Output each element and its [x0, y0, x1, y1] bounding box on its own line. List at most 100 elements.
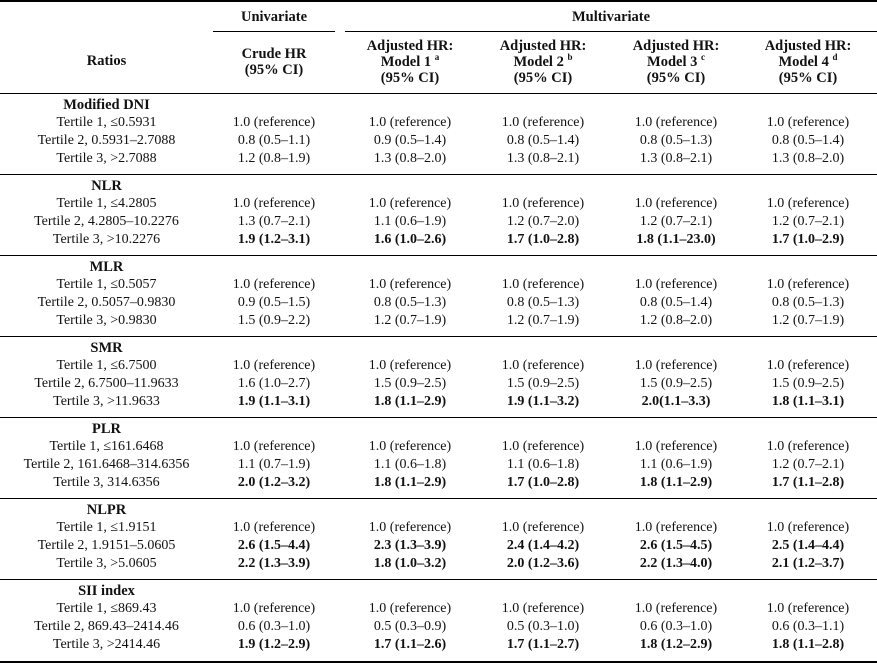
hr-value: 1.0 (reference) [232, 601, 316, 616]
row-label: Tertile 1, ≤6.7500 [56, 358, 157, 373]
hr-value: 1.8 (1.1–2.9) [373, 394, 447, 409]
hr-value: 0.8 (0.5–1.4) [771, 133, 845, 148]
hr-value: 1.0 (reference) [766, 601, 850, 616]
row-label: Tertile 1, ≤869.43 [56, 601, 157, 616]
hr-value: 2.0(1.1–3.3) [641, 394, 711, 409]
hr-value: 1.0 (reference) [501, 439, 585, 454]
footnote-marker: a [434, 52, 440, 63]
hr-value: 1.1 (0.6–1.8) [373, 457, 447, 472]
row-label: Tertile 2, 6.7500–11.9633 [34, 376, 179, 391]
hr-value: 0.9 (0.5–1.4) [373, 133, 447, 148]
hr-value: 1.7 (1.0–2.8) [506, 232, 580, 247]
hr-value: 1.8 (1.1–2.9) [373, 475, 447, 490]
hr-value: 2.0 (1.2–3.2) [237, 475, 311, 490]
hr-value: 1.6 (1.0–2.7) [237, 376, 311, 391]
hr-value: 1.0 (reference) [232, 196, 316, 211]
hr-value: 1.0 (reference) [634, 196, 718, 211]
hr-value: 0.8 (0.5–1.4) [639, 295, 713, 310]
hr-value: 0.6 (0.3–1.0) [639, 619, 713, 634]
column-header-model: (95% CI) [244, 62, 304, 78]
hr-value: 1.0 (reference) [232, 439, 316, 454]
hr-value: 0.8 (0.5–1.1) [237, 133, 311, 148]
univariate-header: Univariate [240, 9, 308, 25]
hr-value: 1.9 (1.1–3.1) [237, 394, 311, 409]
row-label: Tertile 3, >0.9830 [56, 313, 157, 328]
hr-value: 1.5 (0.9–2.5) [639, 376, 713, 391]
hr-value: 1.3 (0.8–2.1) [506, 151, 580, 166]
hr-value: 1.1 (0.6–1.9) [373, 214, 447, 229]
footnote-marker: d [832, 52, 838, 63]
row-label: Tertile 1, ≤0.5057 [56, 277, 157, 292]
row-label: Tertile 3, >2414.46 [52, 637, 161, 652]
hr-value: 1.5 (0.9–2.2) [237, 313, 311, 328]
hr-value: 1.0 (reference) [501, 196, 585, 211]
hr-value: 1.0 (reference) [368, 277, 452, 292]
hr-value: 1.1 (0.7–1.9) [237, 457, 311, 472]
hr-value: 2.3 (1.3–3.9) [373, 538, 447, 553]
hr-value: 1.7 (1.0–2.9) [771, 232, 845, 247]
hr-value: 1.0 (reference) [501, 115, 585, 130]
hr-value: 1.0 (reference) [634, 439, 718, 454]
row-label: Tertile 3, >5.0605 [56, 556, 157, 571]
hr-value: 1.8 (1.1–23.0) [636, 232, 716, 247]
hr-value: 1.0 (reference) [232, 520, 316, 535]
hr-value: 0.8 (0.5–1.4) [506, 133, 580, 148]
column-header-line2: Model 1 a [344, 52, 476, 70]
row-label: Tertile 2, 4.2805–10.2276 [34, 214, 179, 229]
row-label: Tertile 1, ≤0.5931 [56, 115, 157, 130]
hr-value: 1.2 (0.7–1.9) [771, 313, 845, 328]
hr-value: 1.0 (reference) [766, 277, 850, 292]
hr-value: 2.0 (1.2–3.6) [506, 556, 580, 571]
hr-value: 1.8 (1.0–3.2) [373, 556, 447, 571]
hr-value: 0.5 (0.3–0.9) [373, 619, 447, 634]
group-separator [0, 579, 877, 580]
group-separator [0, 174, 877, 175]
column-header-line2: Model 4 d [742, 52, 874, 70]
hr-value: 1.8 (1.1–2.8) [771, 637, 845, 652]
hr-value: 1.0 (reference) [368, 520, 452, 535]
hr-value: 1.0 (reference) [232, 358, 316, 373]
hr-value: 1.0 (reference) [634, 520, 718, 535]
hr-value: 1.3 (0.8–2.0) [771, 151, 845, 166]
row-label: Tertile 2, 869.43–2414.46 [34, 619, 179, 634]
column-header-line3: (95% CI) [646, 70, 706, 86]
group-title: Modified DNI [63, 97, 150, 113]
hr-value: 1.0 (reference) [766, 115, 850, 130]
hr-value: 1.0 (reference) [501, 520, 585, 535]
hr-value: 1.0 (reference) [368, 439, 452, 454]
row-label: Tertile 2, 0.5057–0.9830 [37, 295, 176, 310]
hr-value: 1.9 (1.1–3.2) [506, 394, 580, 409]
hr-value: 1.0 (reference) [368, 601, 452, 616]
hr-value: 1.0 (reference) [368, 115, 452, 130]
column-header-line1: Adjusted HR: [499, 38, 587, 54]
hr-value: 1.2 (0.7–2.0) [506, 214, 580, 229]
hr-value: 1.5 (0.9–2.5) [373, 376, 447, 391]
row-label: Tertile 3, >10.2276 [52, 232, 161, 247]
hr-value: 0.9 (0.5–1.5) [237, 295, 311, 310]
hr-value: 1.7 (1.0–2.8) [506, 475, 580, 490]
group-separator [0, 255, 877, 256]
hr-value: 1.0 (reference) [232, 115, 316, 130]
group-title: PLR [92, 421, 121, 437]
footnote-marker: b [567, 52, 573, 63]
hr-value: 2.5 (1.4–4.4) [771, 538, 845, 553]
column-header-line3: (95% CI) [380, 70, 440, 86]
header-bottom-rule [0, 93, 877, 94]
ratios-header: Ratios [86, 53, 127, 69]
row-label: Tertile 1, ≤4.2805 [56, 196, 157, 211]
hr-value: 1.0 (reference) [766, 439, 850, 454]
hr-value: 0.8 (0.5–1.3) [506, 295, 580, 310]
hr-value: 1.8 (1.1–3.1) [771, 394, 845, 409]
hr-value: 0.8 (0.5–1.3) [639, 133, 713, 148]
column-header-5: Adjusted HR: Model 4 d (95% CI) [742, 38, 874, 86]
hr-value: 1.2 (0.7–1.9) [373, 313, 447, 328]
hr-value: 1.3 (0.8–2.0) [373, 151, 447, 166]
multivariate-rule [345, 31, 877, 32]
hr-value: 1.7 (1.1–2.6) [373, 637, 447, 652]
row-label: Tertile 3, >11.9633 [53, 394, 160, 409]
hr-value: 1.2 (0.7–1.9) [506, 313, 580, 328]
hr-value: 1.1 (0.6–1.9) [639, 457, 713, 472]
hr-value: 1.2 (0.7–2.1) [639, 214, 713, 229]
hr-value: 1.7 (1.1–2.8) [771, 475, 845, 490]
